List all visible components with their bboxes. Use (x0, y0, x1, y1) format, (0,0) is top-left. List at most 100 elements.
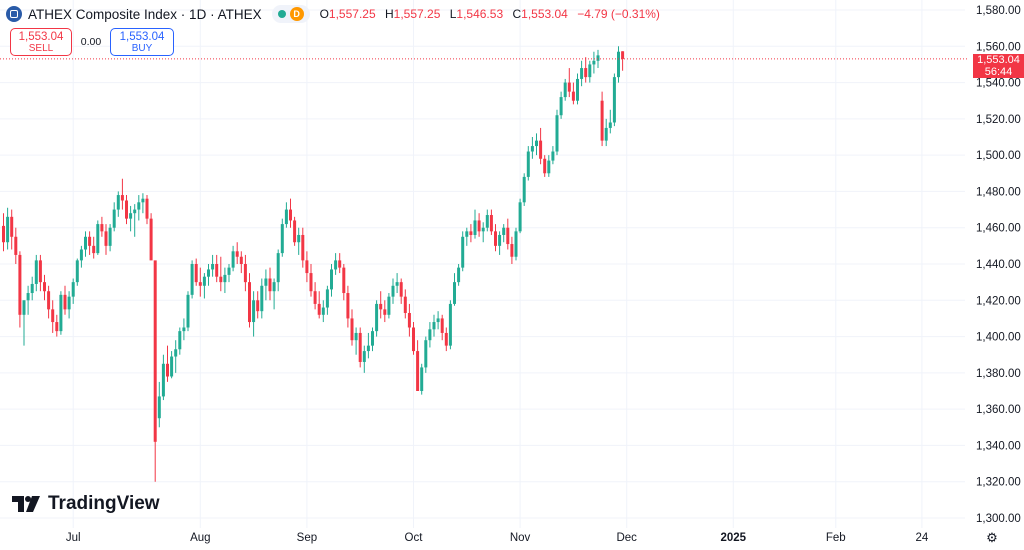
candle (219, 256, 223, 292)
candle-body (149, 218, 153, 261)
candle (526, 146, 530, 181)
candle-body (498, 234, 502, 246)
candle (371, 327, 374, 352)
candle-body (600, 100, 604, 141)
candle-body (239, 256, 243, 264)
candle (551, 146, 555, 165)
candle (338, 253, 342, 274)
candle-body (264, 278, 268, 286)
candle (161, 354, 165, 401)
candle (489, 209, 493, 235)
candle (555, 109, 559, 156)
y-tick-label: 1,380.00 (976, 368, 1021, 380)
candle (354, 327, 358, 355)
candle-body (461, 236, 465, 268)
market-status-pill[interactable]: D (271, 5, 310, 23)
candle (563, 78, 567, 101)
candle (432, 314, 436, 337)
candle-body (539, 140, 543, 159)
candle-body (617, 51, 620, 78)
candle-body (137, 202, 141, 210)
candle-body (387, 296, 391, 315)
exchange-logo-icon (6, 6, 22, 22)
candle-body (543, 158, 547, 174)
candle (284, 202, 288, 228)
candle-body (362, 351, 366, 362)
candle (88, 231, 92, 255)
candle (63, 285, 67, 315)
sell-button[interactable]: 1,553.04 SELL (10, 28, 72, 56)
candle (576, 73, 579, 105)
candle-body (272, 282, 276, 292)
candle-body (563, 82, 567, 98)
candle (182, 318, 186, 341)
candle (440, 314, 444, 341)
candle-body (235, 251, 239, 257)
candle (67, 291, 71, 319)
candle-body (350, 318, 354, 341)
candle-body (305, 260, 309, 274)
tradingview-logo[interactable]: TradingView (12, 493, 160, 515)
candle-body (526, 151, 530, 177)
candle (47, 285, 51, 319)
candle-body (403, 296, 407, 313)
candle (22, 300, 26, 346)
candle (153, 260, 157, 482)
candle (14, 227, 18, 264)
candle (342, 264, 346, 301)
candle-body (10, 216, 14, 237)
close-value: 1,553.04 (521, 7, 568, 21)
candle (379, 291, 383, 319)
buy-button[interactable]: 1,553.04 BUY (110, 28, 174, 56)
candle (473, 209, 477, 239)
symbol-title[interactable]: ATHEX Composite Index · 1D · ATHEX (28, 6, 262, 22)
candle (346, 285, 350, 328)
candle (518, 198, 522, 234)
candle-body (34, 260, 38, 284)
candle (248, 273, 251, 328)
data-badge: D (289, 7, 304, 21)
candle (567, 68, 571, 98)
candle (403, 289, 407, 319)
candle-body (71, 282, 75, 297)
candle-body (293, 220, 297, 243)
candle (264, 269, 268, 301)
candle (375, 300, 379, 337)
candle (215, 254, 219, 283)
candle-body (248, 282, 251, 323)
last-price-tag: 1,553.04 56:44 (973, 54, 1024, 78)
candle (84, 231, 87, 257)
candle-body (608, 122, 612, 128)
candle (334, 253, 338, 275)
y-axis[interactable]: 1,300.00 1,320.00 1,340.00 1,360.00 1,380.00… (976, 5, 1021, 525)
candle-body (157, 396, 161, 419)
candle-body (375, 303, 379, 332)
candle (608, 109, 612, 134)
candle (43, 274, 46, 301)
candle-body (440, 318, 444, 333)
candle-body (506, 227, 510, 245)
x-axis[interactable]: Jul Aug Sep Oct Nov Dec 2025 Feb 24 (66, 532, 929, 544)
candle-body (174, 349, 178, 357)
candle (268, 267, 272, 301)
buy-label: BUY (131, 42, 153, 54)
low-label: L (449, 7, 457, 21)
tradingview-logo-icon (12, 496, 40, 512)
candle (30, 276, 34, 301)
x-tick-label: Aug (190, 532, 210, 544)
candle (104, 224, 108, 255)
candle (92, 236, 96, 259)
candle-body (215, 264, 219, 277)
candle-body (141, 198, 145, 203)
candle (358, 327, 362, 368)
candle-body (510, 244, 514, 257)
settings-gear-icon[interactable]: ⚙ (986, 530, 998, 545)
candle (305, 251, 309, 283)
candle-body (116, 195, 120, 210)
candle-body (92, 245, 96, 254)
y-tick-label: 1,300.00 (976, 513, 1021, 525)
candle (596, 49, 600, 69)
candle (366, 332, 370, 359)
candle (137, 195, 141, 221)
